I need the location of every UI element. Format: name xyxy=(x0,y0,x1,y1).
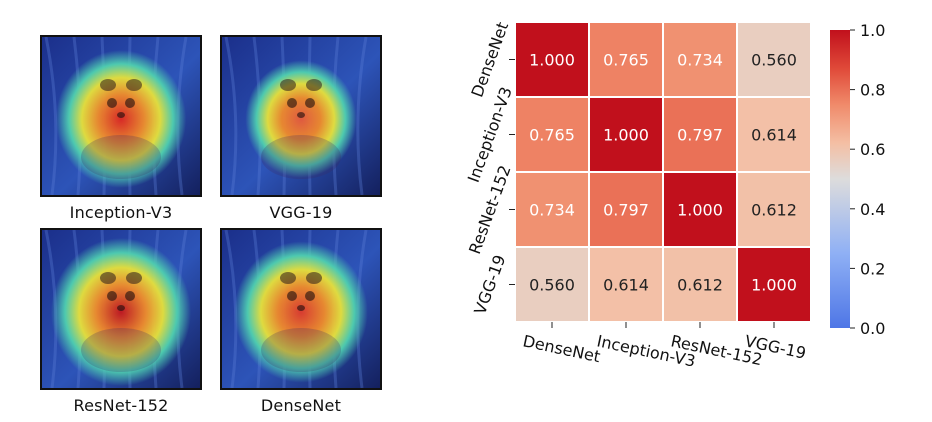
heatmap-cell xyxy=(588,171,664,248)
heatmap-cell-label: 0.765 xyxy=(529,126,575,145)
cam-image-resnet xyxy=(40,228,202,390)
heatmap-cell-label: 0.765 xyxy=(603,51,649,70)
heatmap-cell-label: 0.734 xyxy=(529,201,575,220)
similarity-heatmap: 1.000 0.765 0.734 0.560 0.765 1.000 0.797 0.614… xyxy=(464,19,886,370)
heatmap-cell-label: 0.797 xyxy=(677,126,723,145)
cam-card-inception: Inception-V3 xyxy=(40,35,202,222)
cam-image-vgg-picture xyxy=(222,37,380,195)
cam-card-densenet: DenseNet xyxy=(220,228,382,415)
heatmap-cell-label: 1.000 xyxy=(677,201,723,220)
cam-caption-vgg: VGG-19 xyxy=(269,203,333,222)
heatmap-cell xyxy=(514,246,590,323)
cam-image-inception-picture xyxy=(42,37,200,195)
heatmap-cell-label: 0.560 xyxy=(751,51,797,70)
heatmap-cell-label: 0.614 xyxy=(751,126,797,145)
cam-caption-resnet: ResNet-152 xyxy=(73,396,169,415)
heatmap-cell-label: 1.000 xyxy=(603,126,649,145)
y-tick-label: VGG-19 xyxy=(470,252,509,317)
heatmap-cell-label: 0.734 xyxy=(677,51,723,70)
cam-card-vgg: VGG-19 xyxy=(220,35,382,222)
cam-caption-densenet: DenseNet xyxy=(260,396,342,415)
heatmap-cell xyxy=(736,246,812,323)
heatmap-cell-label: 0.612 xyxy=(751,201,797,220)
colorbar xyxy=(830,30,850,328)
colorbar-tick-label: 0.6 xyxy=(860,140,885,159)
cam-caption-inception: Inception-V3 xyxy=(69,203,173,222)
heatmap-cell xyxy=(588,246,664,323)
cam-image-resnet-picture xyxy=(42,230,200,388)
cam-card-resnet: ResNet-152 xyxy=(40,228,202,415)
heatmap-cell xyxy=(662,171,738,248)
heatmap-cell xyxy=(662,96,738,173)
heatmap-cell-label: 1.000 xyxy=(751,276,797,295)
heatmap-cell xyxy=(514,96,590,173)
cam-image-densenet xyxy=(220,228,382,390)
heatmap-cell xyxy=(514,171,590,248)
colorbar-tick-label: 0.8 xyxy=(860,81,885,100)
heatmap-cell-label: 0.560 xyxy=(529,276,575,295)
heatmap-cell-label: 1.000 xyxy=(529,51,575,70)
heatmap-cell-label: 0.614 xyxy=(603,276,649,295)
x-tick-label: DenseNet xyxy=(521,331,602,366)
cam-image-vgg xyxy=(220,35,382,197)
colorbar-tick-label: 0.0 xyxy=(860,319,885,338)
heatmap-cell-label: 0.612 xyxy=(677,276,723,295)
colorbar-tick-label: 0.2 xyxy=(860,259,885,278)
heatmap-cell xyxy=(736,96,812,173)
heatmap-cell-label: 0.797 xyxy=(603,201,649,220)
colorbar-tick-label: 1.0 xyxy=(860,21,885,40)
cam-image-densenet-picture xyxy=(222,230,380,388)
colorbar-tick-label: 0.4 xyxy=(860,200,885,219)
cam-image-inception xyxy=(40,35,202,197)
heatmap-cell xyxy=(736,21,812,98)
